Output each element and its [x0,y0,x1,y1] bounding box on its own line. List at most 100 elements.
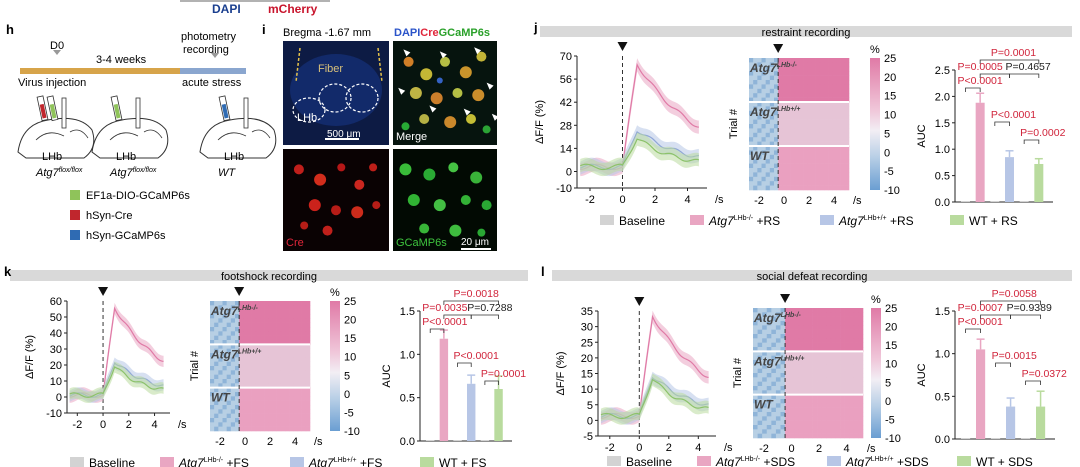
heatmap-cell [794,181,800,186]
heatmap-cell [230,348,236,354]
heatmap-cell [815,124,821,129]
heatmap-cell [798,321,804,326]
heatmap-cell [235,426,240,432]
heatmap-cell [210,413,215,419]
heatmap-cell [280,409,286,414]
heatmap-cell [301,370,307,375]
heatmap-cell [255,418,261,423]
trace-y-label: ΔF/F (%) [555,351,567,395]
heatmap-cell [268,361,273,367]
heatmap-cell [785,377,790,382]
heatmap-cell [293,335,298,341]
heatmap-cell [289,422,294,427]
heatmap-cell [853,407,859,413]
heatmap-cell [280,400,286,406]
heatmap-cell [235,413,240,419]
heatmap-cell [789,308,795,313]
heatmap-cell [230,413,236,419]
heatmap-cell [749,97,754,103]
scale-label-500: 500 μm [327,129,361,140]
heatmap-cell [775,373,781,378]
heatmap-cell [239,327,244,332]
heatmap-cell [301,374,307,380]
heatmap-cell [239,396,244,401]
heatmap-cell [812,351,818,356]
heatmap-cell [798,316,804,322]
heatmap-cell [276,413,282,419]
colorbar-tick: 0 [885,396,891,408]
auc-y-tick: 1.5 [400,306,415,318]
heatmap-cell [853,325,859,330]
heatmap-cell [817,416,823,421]
heatmap-cell [821,316,827,322]
heatmap-cell [289,392,294,397]
heatmap-cell [757,159,762,164]
heatmap-cell [251,413,257,419]
heatmap-cell [790,93,796,98]
heatmap-cell [757,347,763,352]
heatmap-cell [753,110,758,116]
colorbar-tick: 20 [884,72,896,84]
heatmap-cell [276,370,282,375]
heatmap-cell [280,370,286,375]
heatmap-cell [765,71,771,76]
heatmap-cell [761,66,766,72]
colorbar-tick: 15 [344,333,356,345]
heatmap-cell [840,168,846,173]
heatmap-cell [794,338,800,343]
heatmap-cell [828,154,833,160]
heatmap-cell [762,381,768,387]
heatmap-cell [858,433,864,439]
heatmap-cell [826,325,832,330]
heatmap-cell [264,383,269,388]
heatmap-cell [239,426,244,432]
heatmap-cell [815,93,821,98]
heatmap-cell [811,154,816,160]
heatmap-cell [832,141,837,147]
heatmap-cell [230,418,236,423]
heatmap-cell [858,316,864,322]
heatmap-cell [761,181,766,186]
heatmap-cell [828,88,833,94]
heatmap-cell [210,418,215,423]
heatmap-cell [757,124,762,129]
heatmap-cell [289,418,294,423]
heatmap-cell [849,407,855,413]
heatmap-cell [836,58,841,63]
heatmap-cell [305,405,311,410]
heatmap-cell [840,412,845,417]
colorbar-tick: -10 [884,185,900,197]
colorbar-tick: -10 [344,426,360,438]
heatmap-cell [807,124,812,129]
heatmap-cell [757,141,762,147]
heatmap-cell [297,374,302,380]
heatmap-cell [247,309,252,315]
heatmap-cell [247,422,252,427]
colorbar-tick: 5 [344,370,350,382]
heatmap-cell [794,84,800,90]
heatmap-cell [853,316,859,322]
heatmap-cell [762,355,768,361]
heatmap-cell [272,314,277,319]
heatmap-cell [789,429,795,434]
heatmap-x-label: /s [314,436,323,448]
heatmap-cell [794,137,800,142]
heatmap-cell [828,163,833,169]
heatmap-cell [778,168,783,173]
heatmap-cell [293,318,298,323]
cell-mark [477,228,486,237]
legend-swatch [697,456,711,466]
heatmap-cell [812,433,818,439]
heatmap-cell [780,312,786,317]
heatmap-cell [786,110,791,116]
heatmap-cell [771,407,777,413]
heatmap-cell [817,386,823,391]
heatmap-cell [803,355,809,361]
heatmap-cell [766,399,772,404]
heatmap-cell [285,309,290,315]
colorbar-tick: 5 [885,377,891,389]
heatmap-cell [226,301,232,306]
trace-mean-line [69,366,164,398]
timeline-weeks: 3-4 weeks [96,54,147,66]
